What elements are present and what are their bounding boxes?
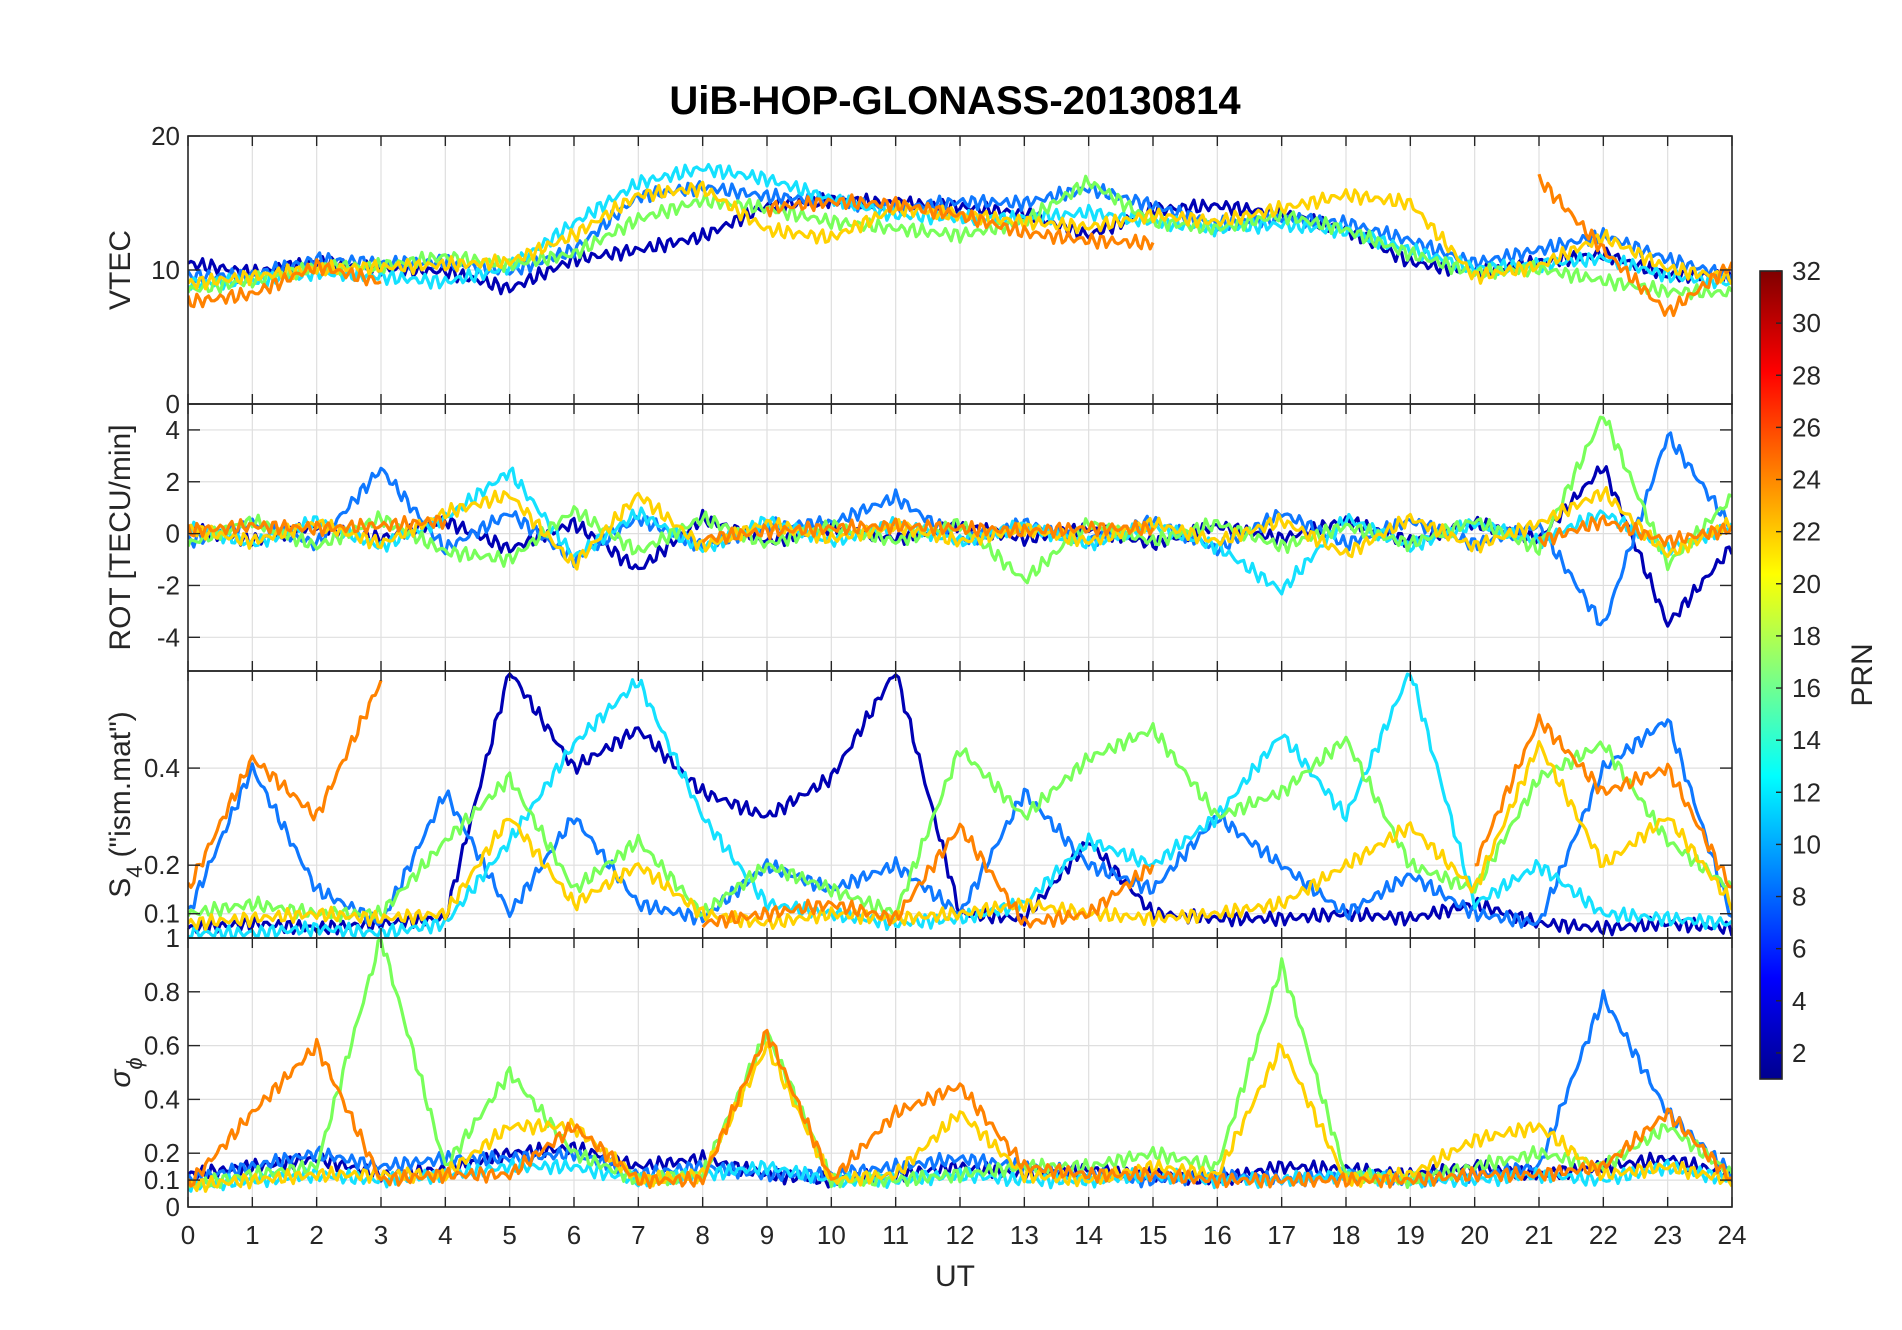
colorbar-tick-label: 22 <box>1792 517 1821 547</box>
x-tick-label: 23 <box>1653 1220 1682 1250</box>
series-line-prn-23 <box>188 679 1732 929</box>
y-tick-label: 0 <box>166 389 180 419</box>
colorbar-label: PRN <box>1846 643 1879 706</box>
x-tick-label: 7 <box>631 1220 645 1250</box>
x-tick-label: 13 <box>1010 1220 1039 1250</box>
x-tick-label: 24 <box>1718 1220 1747 1250</box>
series-line-prn-23 <box>188 514 1732 549</box>
series-line-prn-16 <box>188 938 1732 1189</box>
series-line-prn-20 <box>188 1041 1732 1193</box>
series-group <box>188 671 1732 938</box>
x-tick-label: 12 <box>946 1220 975 1250</box>
panel-S4: 0.1 0.2 0.4S4("ism.mat") <box>104 670 1733 939</box>
x-tick-label: 19 <box>1396 1220 1425 1250</box>
x-tick-label: 14 <box>1074 1220 1103 1250</box>
y-tick-label: 2 <box>166 467 180 497</box>
panel-VTEC: 0 10 20 VTEC <box>104 121 1733 419</box>
colorbar-tick-label: 32 <box>1792 256 1821 286</box>
y-tick-label: 0.4 <box>144 753 180 783</box>
y-tick-label: 4 <box>166 415 180 445</box>
y-tick-label: 0.2 <box>144 850 180 880</box>
colorbar-tick-label: 26 <box>1792 412 1821 442</box>
x-axis: 0 1 2 3 4 5 6 7 8 9 10 11 12 13 14 15 16 17 18 19 20 21 22 23 24 <box>181 1220 1747 1250</box>
x-tick-label: 10 <box>817 1220 846 1250</box>
colorbar-tick-label: 12 <box>1792 777 1821 807</box>
x-tick-label: 8 <box>695 1220 709 1250</box>
y-tick-label: 20 <box>151 121 180 151</box>
colorbar-frame <box>1759 270 1783 1080</box>
y-tick-label: 0.4 <box>144 1084 180 1114</box>
x-tick-label: 11 <box>882 1220 909 1250</box>
y-axis-label-VTEC: VTEC <box>104 230 137 310</box>
colorbar-tick-label: 4 <box>1792 986 1806 1016</box>
x-tick-label: 17 <box>1267 1220 1296 1250</box>
x-tick-label: 5 <box>502 1220 516 1250</box>
x-tick-label: 1 <box>245 1220 259 1250</box>
series-group <box>188 162 1732 318</box>
colorbar-tick-label: 18 <box>1792 621 1821 651</box>
series-line-prn-20 <box>188 740 1732 931</box>
colorbar-tick-label: 24 <box>1792 465 1821 495</box>
colorbar-tick-label: 6 <box>1792 934 1806 964</box>
y-axis-sigma_phi: 00.10.2 0.4 0.6 0.8 1 <box>144 923 1732 1222</box>
y-tick-label: 0.1 <box>144 1165 180 1195</box>
colorbar-tick-label: 20 <box>1792 569 1821 599</box>
colorbar-tick-label: 30 <box>1792 308 1821 338</box>
x-tick-label: 15 <box>1139 1220 1168 1250</box>
series-line-prn-16 <box>188 415 1732 585</box>
x-tick-label: 9 <box>760 1220 774 1250</box>
series-group <box>188 938 1732 1193</box>
x-tick-label: 16 <box>1203 1220 1232 1250</box>
y-axis-label-S4: S4("ism.mat") <box>104 711 147 898</box>
x-tick-label: 18 <box>1332 1220 1361 1250</box>
colorbar-tick-label: 8 <box>1792 882 1806 912</box>
colorbar-tick-label: 2 <box>1792 1038 1806 1068</box>
y-axis-label-ROT: ROT [TECU/min] <box>104 424 137 650</box>
y-tick-label: 0.1 <box>144 899 180 929</box>
panel-ROT: -4 -2 0 2 4 ROT [TECU/min] <box>104 403 1733 672</box>
y-tick-label: 1 <box>166 923 180 953</box>
x-axis-label: UT <box>935 1260 975 1293</box>
series-line-prn-16 <box>188 722 1732 923</box>
series-line-prn-12 <box>188 1158 1732 1193</box>
y-tick-label: -4 <box>157 622 180 652</box>
series-line-prn-23 <box>188 173 1732 318</box>
x-tick-label: 21 <box>1525 1220 1554 1250</box>
y-tick-label: 0.2 <box>144 1138 180 1168</box>
colorbar-tick-label: 14 <box>1792 725 1821 755</box>
colorbar-tick-label: 10 <box>1792 829 1821 859</box>
colorbar-tick-label: 28 <box>1792 360 1821 390</box>
y-tick-label: 0 <box>166 519 180 549</box>
x-tick-label: 6 <box>567 1220 581 1250</box>
colorbar-gradient <box>1760 271 1782 1079</box>
y-axis-label-sigma_phi: σϕ <box>104 1057 147 1087</box>
x-tick-label: 4 <box>438 1220 452 1250</box>
y-tick-label: -2 <box>157 570 180 600</box>
series-group <box>188 414 1732 628</box>
y-tick-label: 0.6 <box>144 1031 180 1061</box>
y-tick-label: 0 <box>166 1192 180 1222</box>
series-line-prn-23 <box>188 1028 1732 1189</box>
x-tick-label: 2 <box>309 1220 323 1250</box>
chart-title: UiB-HOP-GLONASS-20130814 <box>669 79 1241 123</box>
x-tick-label: 22 <box>1589 1220 1618 1250</box>
y-axis-ROT: -4 -2 0 2 4 <box>157 415 1732 652</box>
y-axis-VTEC: 0 10 20 <box>151 121 1732 419</box>
colorbar-tick-label: 16 <box>1792 673 1821 703</box>
x-tick-label: 0 <box>181 1220 195 1250</box>
series-line-prn-20 <box>188 485 1732 571</box>
y-tick-label: 10 <box>151 255 180 285</box>
y-axis-S4: 0.1 0.2 0.4 <box>144 753 1732 929</box>
y-tick-label: 0.8 <box>144 977 180 1007</box>
x-tick-label: 20 <box>1460 1220 1489 1250</box>
panel-sigma_phi: 00.10.2 0.4 0.6 0.8 1 σϕ <box>104 923 1733 1222</box>
x-tick-label: 3 <box>374 1220 388 1250</box>
